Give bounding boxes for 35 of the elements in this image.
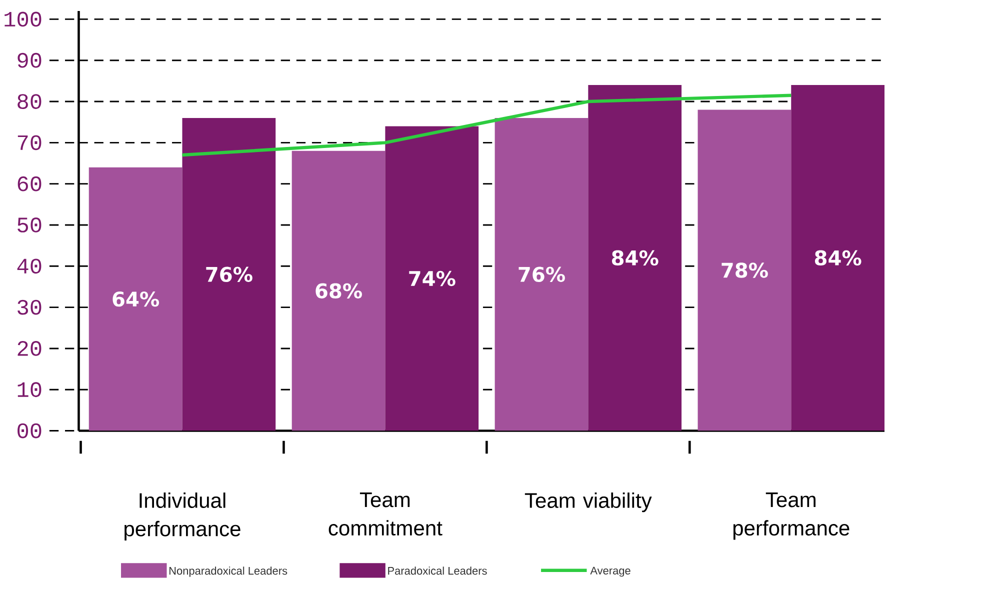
data-label: 74% — [409, 270, 456, 286]
legend-label: Average — [590, 566, 630, 576]
bar — [791, 84, 884, 431]
line-series — [180, 94, 793, 156]
data-label: 68% — [316, 282, 362, 298]
bar — [698, 110, 792, 431]
y-tick-label: 10 — [18, 382, 42, 397]
y-tick-label: 40 — [17, 258, 42, 274]
x-tick-label: Team viability — [524, 492, 652, 512]
data-label: 78% — [722, 262, 768, 278]
bar — [385, 126, 479, 431]
data-label: 76% — [206, 266, 252, 282]
bar — [182, 118, 276, 431]
y-tick-label: 20 — [18, 340, 42, 356]
data-label: 84% — [612, 250, 658, 266]
bar — [292, 150, 386, 431]
bar — [588, 84, 682, 431]
y-tick-label: 90 — [18, 52, 42, 68]
legend-label: Nonparadoxical Leaders — [169, 566, 288, 577]
y-tick-label: 100 — [4, 12, 42, 26]
y-tick-label: 30 — [18, 300, 42, 315]
y-tick-label: 00 — [18, 423, 42, 438]
x-tick-label: Team performance — [733, 492, 850, 540]
data-label: 64% — [112, 291, 160, 306]
y-tick-label: 70 — [18, 135, 42, 150]
legend-label: Paradoxical Leaders — [388, 566, 487, 574]
data-label: 76% — [518, 266, 565, 282]
y-tick-label: 50 — [18, 217, 42, 232]
bar — [88, 167, 182, 431]
bar — [494, 118, 588, 431]
y-tick-label: 60 — [18, 176, 42, 192]
y-tick-label: 80 — [18, 94, 42, 109]
data-label: 84% — [814, 250, 862, 266]
x-tick-label: Team commitment — [328, 492, 442, 536]
x-tick-label: Individual performance — [124, 492, 240, 540]
